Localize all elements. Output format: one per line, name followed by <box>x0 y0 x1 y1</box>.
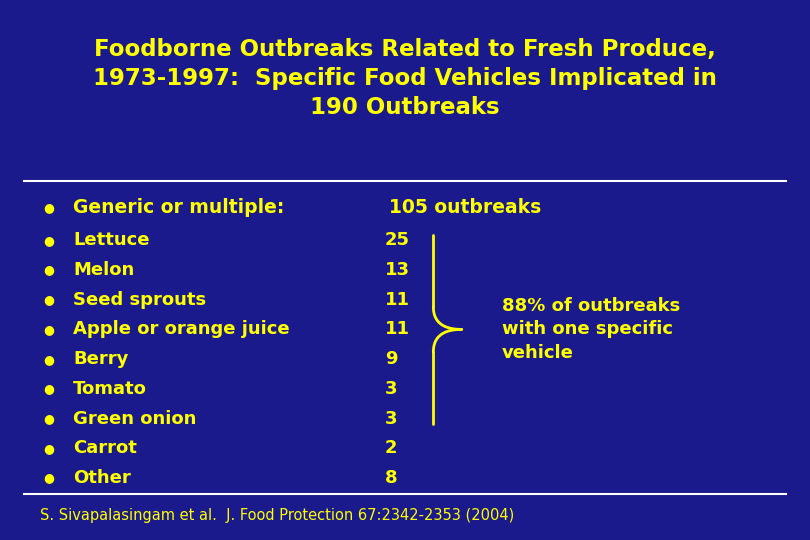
Text: Lettuce: Lettuce <box>73 231 149 249</box>
Text: ●: ● <box>43 234 54 247</box>
Text: 9: 9 <box>385 350 397 368</box>
Text: 2: 2 <box>385 439 397 457</box>
Text: Seed sprouts: Seed sprouts <box>73 291 206 309</box>
Text: Foodborne Outbreaks Related to Fresh Produce,
1973-1997:  Specific Food Vehicles: Foodborne Outbreaks Related to Fresh Pro… <box>93 38 717 119</box>
Text: S. Sivapalasingam et al.  J. Food Protection 67:2342-2353 (2004): S. Sivapalasingam et al. J. Food Protect… <box>40 508 514 523</box>
Text: 3: 3 <box>385 380 397 398</box>
Text: Other: Other <box>73 469 130 487</box>
Text: ●: ● <box>43 201 54 214</box>
Text: 11: 11 <box>385 291 410 309</box>
Text: 11: 11 <box>385 320 410 339</box>
Text: 3: 3 <box>385 409 397 428</box>
Text: ●: ● <box>43 471 54 484</box>
Text: Apple or orange juice: Apple or orange juice <box>73 320 289 339</box>
Text: Generic or multiple:: Generic or multiple: <box>73 198 284 218</box>
Text: 105 outbreaks: 105 outbreaks <box>389 198 541 218</box>
Text: ●: ● <box>43 323 54 336</box>
Text: Carrot: Carrot <box>73 439 137 457</box>
Text: ●: ● <box>43 382 54 395</box>
Text: Green onion: Green onion <box>73 409 196 428</box>
Text: ●: ● <box>43 264 54 276</box>
Text: ●: ● <box>43 353 54 366</box>
Text: Tomato: Tomato <box>73 380 147 398</box>
Text: ●: ● <box>43 412 54 425</box>
Text: 8: 8 <box>385 469 398 487</box>
Text: ●: ● <box>43 293 54 306</box>
Text: 88% of outbreaks
with one specific
vehicle: 88% of outbreaks with one specific vehic… <box>502 297 680 362</box>
Text: Berry: Berry <box>73 350 128 368</box>
Text: 13: 13 <box>385 261 410 279</box>
Text: Melon: Melon <box>73 261 134 279</box>
Text: ●: ● <box>43 442 54 455</box>
Text: 25: 25 <box>385 231 410 249</box>
